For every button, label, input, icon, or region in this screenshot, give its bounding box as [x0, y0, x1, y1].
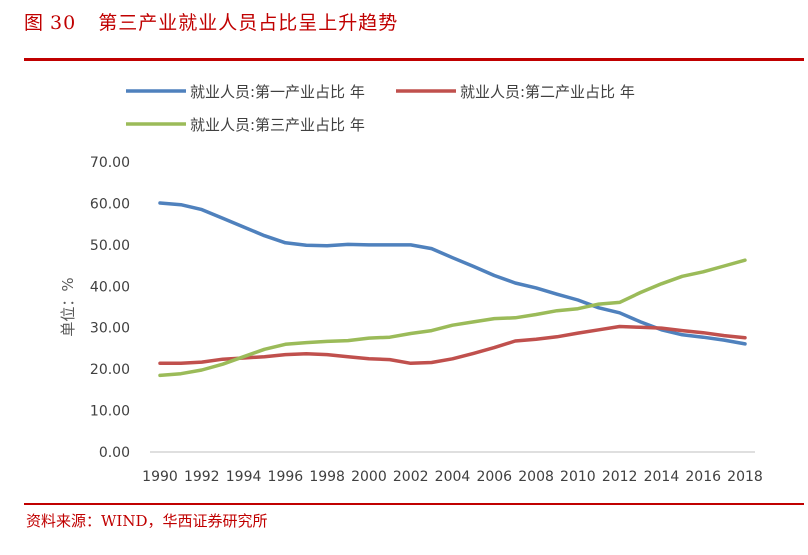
- series-lines: [158, 201, 747, 378]
- x-tick-label: 2002: [393, 469, 429, 485]
- x-tick-label: 2006: [476, 469, 512, 485]
- x-tick-label: 2018: [727, 469, 763, 485]
- figure-number: 30: [50, 12, 77, 34]
- x-tick-labels: 1990 1992 1994 1996 1998 2000 2002 2004 2006 2008…: [142, 469, 763, 485]
- y-tick-label: 30.00: [90, 321, 130, 337]
- figure-title-text: 第三产业就业人员占比呈上升趋势: [98, 12, 399, 34]
- y-tick-label: 20.00: [90, 362, 130, 378]
- x-tick-label: 2008: [518, 469, 554, 485]
- x-tick-label: 2010: [560, 469, 596, 485]
- y-axis-title-group: 单位：%: [59, 277, 77, 336]
- x-tick-label: 1996: [268, 469, 304, 485]
- figure-title: 图 30 第三产业就业人员占比呈上升趋势: [24, 8, 398, 35]
- top-divider: [24, 58, 804, 61]
- source-note: 资料来源：WIND，华西证券研究所: [26, 512, 268, 530]
- y-tick-label: 10.00: [90, 404, 130, 420]
- y-tick-label: 40.00: [90, 279, 130, 295]
- y-tick-label: 50.00: [90, 238, 130, 254]
- legend-label-2: 就业人员:第二产业占比 年: [460, 83, 635, 101]
- x-tick-label: 1994: [226, 469, 262, 485]
- x-tick-label: 2004: [435, 469, 471, 485]
- series-line-3: [158, 258, 747, 378]
- bottom-divider: [24, 503, 804, 505]
- y-axis-title: 单位：%: [59, 277, 77, 336]
- series-line-1: [158, 201, 747, 346]
- x-tick-label: 1998: [309, 469, 345, 485]
- series-line-2: [158, 324, 747, 366]
- y-tick-label: 0.00: [99, 445, 130, 461]
- y-tick-label: 60.00: [90, 196, 130, 212]
- legend-label-1: 就业人员:第一产业占比 年: [190, 83, 365, 101]
- figure-label: 图: [24, 12, 45, 34]
- x-tick-label: 1992: [184, 469, 220, 485]
- x-tick-label: 2014: [644, 469, 680, 485]
- x-tick-label: 1990: [142, 469, 178, 485]
- x-tick-label: 2012: [602, 469, 638, 485]
- legend-label-3: 就业人员:第三产业占比 年: [190, 116, 365, 134]
- y-tick-label: 70.00: [90, 155, 130, 171]
- x-tick-label: 2016: [685, 469, 721, 485]
- x-tick-label: 2000: [351, 469, 387, 485]
- y-tick-labels: 0.00 10.00 20.00 30.00 40.00 50.00 60.00 70.00: [90, 155, 130, 461]
